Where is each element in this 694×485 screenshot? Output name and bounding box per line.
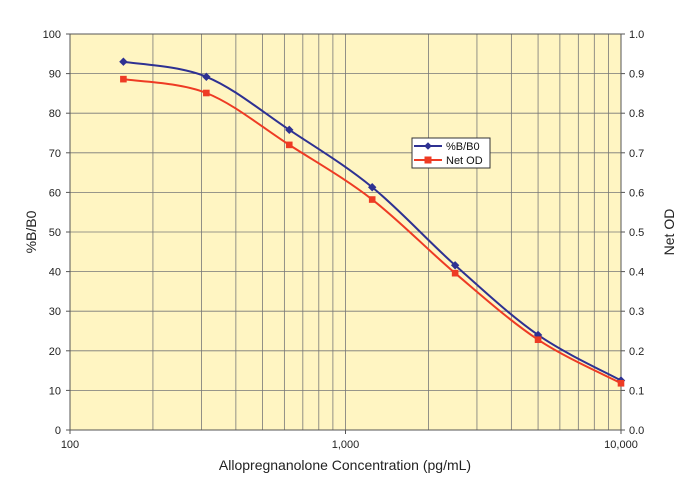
data-point-net-od	[451, 269, 459, 277]
series-net-od	[120, 75, 625, 387]
right-tick-label: 0.3	[629, 306, 644, 318]
left-tick-label: 20	[49, 346, 61, 358]
left-tick-label: 100	[43, 29, 61, 41]
left-tick-label: 60	[49, 187, 61, 199]
data-point-net-od	[534, 336, 542, 344]
data-point-net-od	[120, 75, 127, 83]
legend-entry-net-od: Net OD	[414, 155, 483, 167]
right-tick-label: 0.5	[629, 227, 644, 239]
left-tick-label: 50	[49, 227, 61, 239]
series-b-b0	[119, 57, 626, 385]
right-tick-label: 0.2	[629, 346, 644, 358]
data-point-b-b0	[285, 125, 294, 135]
legend-entry-b-b0: %B/B0	[414, 141, 480, 153]
series-layer	[119, 57, 626, 387]
left-tick-label: 30	[49, 306, 61, 318]
left-tick-label: 40	[49, 267, 61, 279]
right-tick-label: 0.8	[629, 108, 644, 120]
data-point-net-od	[617, 379, 625, 387]
right-axis-title: Net OD	[661, 209, 677, 256]
legend: %B/B0 Net OD	[411, 137, 491, 169]
right-tick-label: 0.7	[629, 148, 644, 160]
left-tick-label: 10	[49, 385, 61, 397]
grid-lines	[70, 34, 621, 430]
right-tick-label: 0.0	[629, 425, 644, 437]
left-tick-label: 70	[49, 148, 61, 160]
legend-label-net-od: Net OD	[446, 155, 483, 167]
data-point-b-b0	[367, 183, 377, 192]
left-tick-label: 80	[49, 108, 61, 120]
data-point-net-od	[203, 89, 210, 97]
x-tick-label: 10,000	[604, 439, 638, 451]
legend-marker-b-b0	[424, 142, 432, 150]
legend-label-b-b0: %B/B0	[446, 141, 480, 153]
data-point-b-b0	[202, 72, 211, 81]
x-tick-label: 100	[61, 439, 79, 451]
data-point-net-od	[285, 141, 293, 149]
right-tick-label: 0.9	[629, 69, 644, 81]
left-axis-title: %B/B0	[23, 210, 39, 253]
x-tick-label: 1,000	[332, 439, 360, 451]
right-axis-ticks: 0.0 0.1 0.2 0.3 0.4 0.5 0.6 0.7 0.8 0.9 1.0	[621, 29, 644, 437]
right-tick-label: 0.4	[629, 267, 644, 279]
data-point-b-b0	[450, 261, 460, 270]
data-point-b-b0	[119, 57, 128, 66]
left-tick-label: 0	[55, 425, 61, 437]
right-tick-label: 1.0	[629, 29, 644, 41]
data-point-net-od	[368, 196, 376, 203]
right-tick-label: 0.1	[629, 385, 644, 397]
left-tick-label: 90	[49, 69, 61, 81]
left-axis-ticks: 0 10 20 30 40 50 60 70 80 90 100	[43, 29, 70, 437]
legend-marker-net-od	[424, 156, 432, 164]
right-tick-label: 0.6	[629, 187, 644, 199]
x-axis-ticks: 100 1,000 10,000	[61, 430, 638, 451]
x-axis-title: Allopregnanolone Concentration (pg/mL)	[219, 457, 471, 473]
data-point-b-b0	[533, 330, 543, 340]
